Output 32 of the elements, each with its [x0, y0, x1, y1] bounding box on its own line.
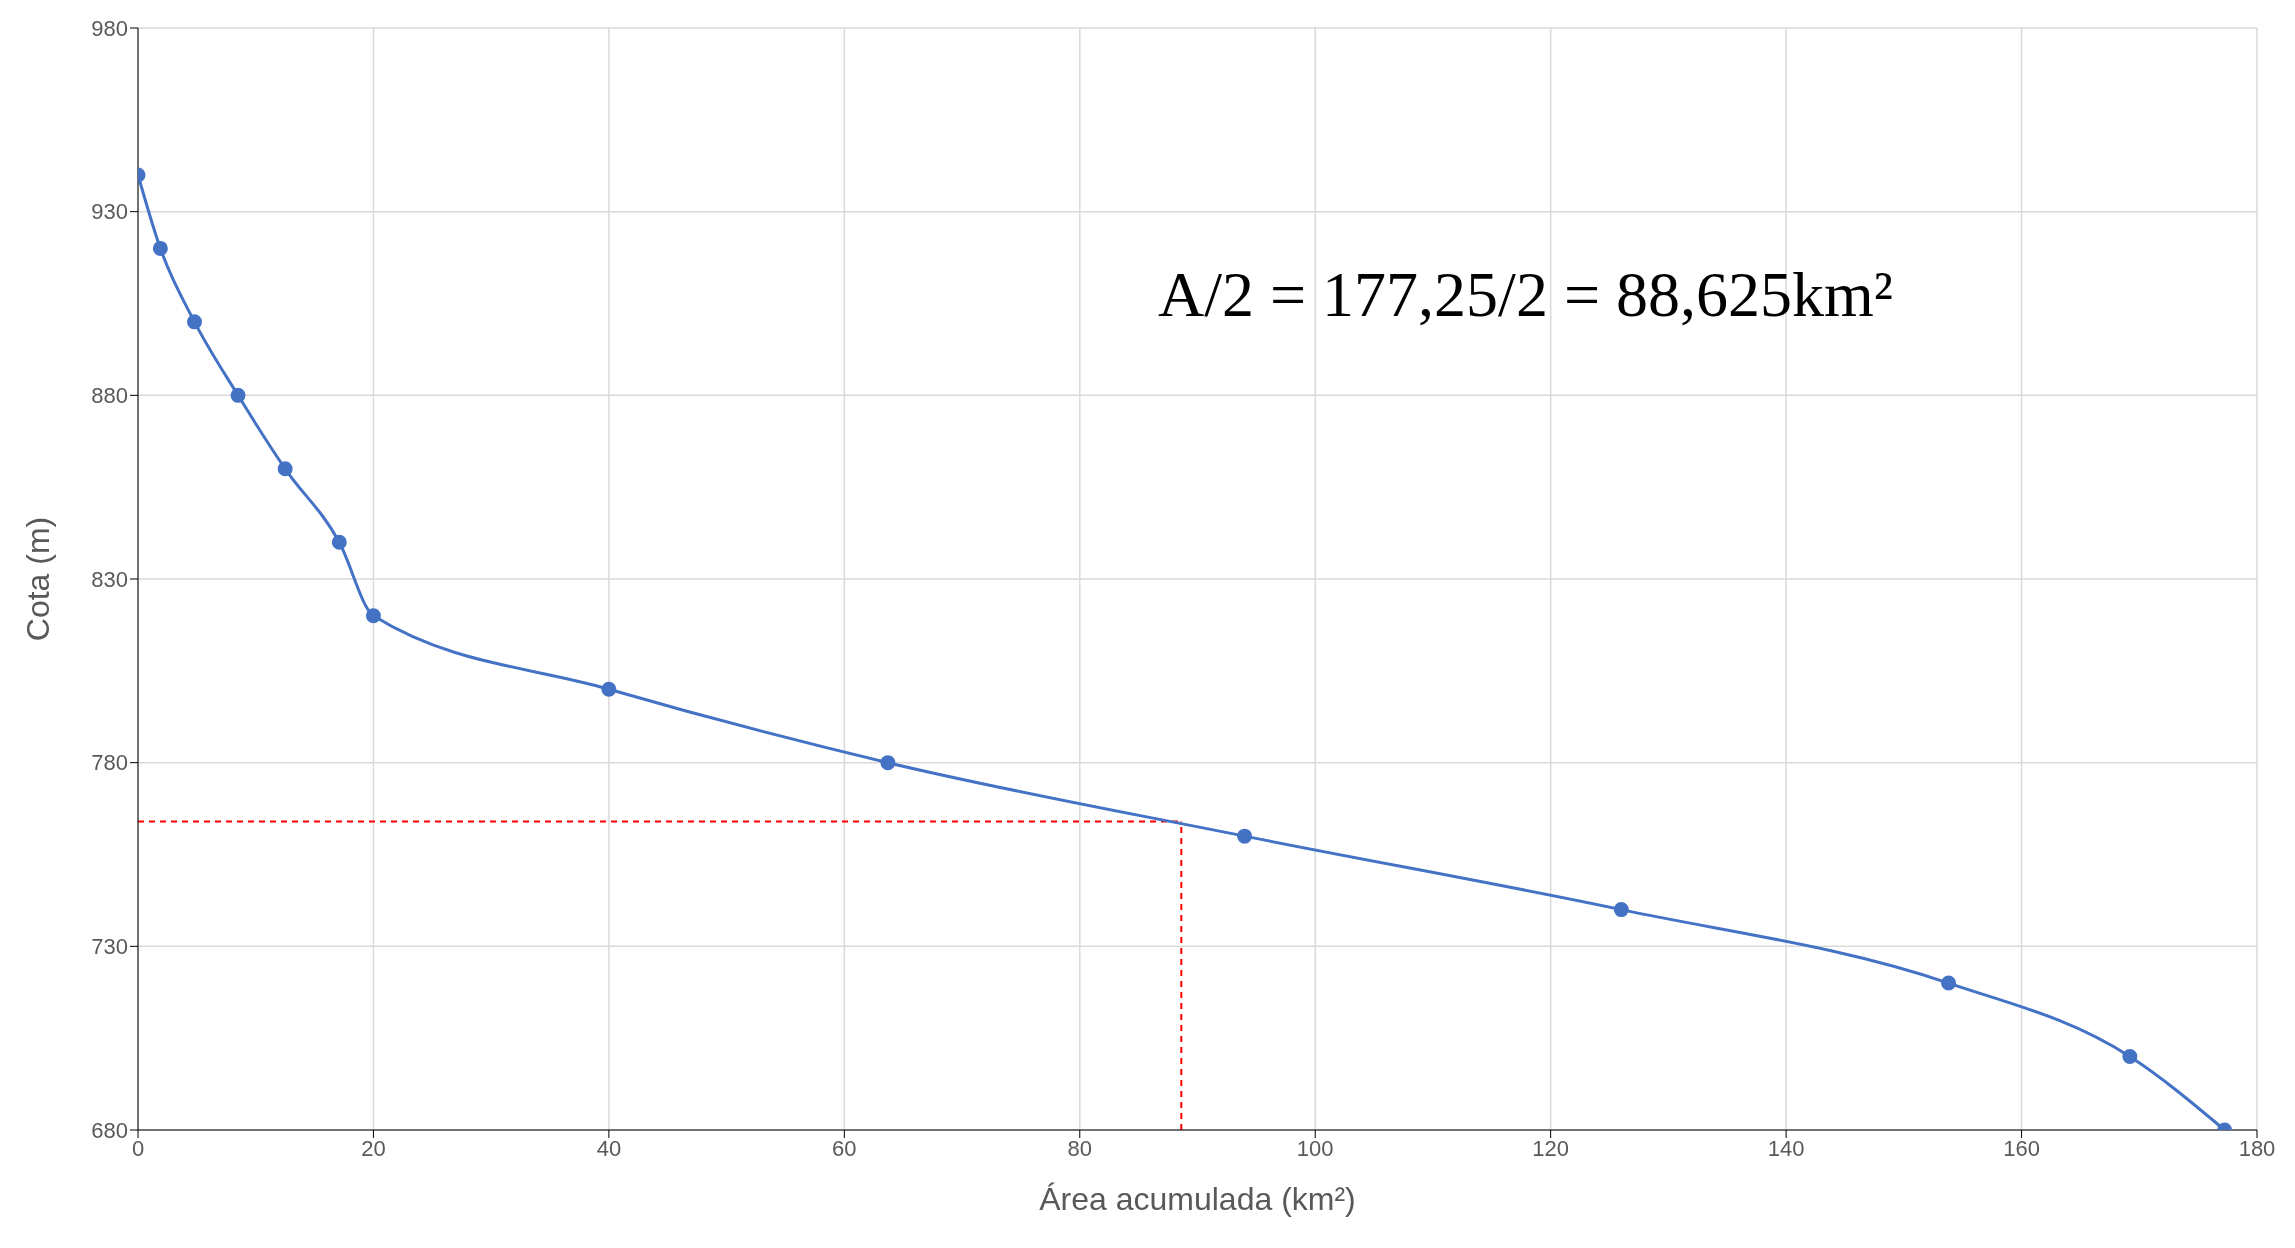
- point: [187, 314, 203, 330]
- y-axis-title: Cota (m): [20, 516, 57, 642]
- point: [152, 240, 168, 256]
- x-tick-label: 60: [832, 1135, 857, 1161]
- y-tick-label: 980: [91, 15, 128, 41]
- x-tick-label: 160: [2003, 1135, 2040, 1161]
- x-axis-title: Área acumulada (km²): [1039, 1181, 1356, 1217]
- x-tick-label: 40: [596, 1135, 622, 1161]
- point: [365, 608, 381, 624]
- point: [1237, 828, 1253, 844]
- x-tick-label: 0: [131, 1135, 145, 1161]
- y-tick-label: 730: [91, 934, 128, 960]
- y-tick-label: 680: [91, 1117, 128, 1143]
- point: [601, 681, 617, 697]
- point: [880, 755, 896, 771]
- x-tick-label: 180: [2238, 1135, 2276, 1161]
- x-tick-label: 80: [1067, 1135, 1093, 1161]
- x-tick-label: 20: [361, 1135, 386, 1161]
- annotation: A/2 = 177,25/2 = 88,625km²: [1158, 258, 1893, 332]
- point: [1613, 902, 1629, 918]
- y-tick-label: 780: [91, 750, 128, 776]
- point: [277, 461, 293, 477]
- x-tick-label: 120: [1532, 1135, 1570, 1161]
- point: [331, 534, 347, 550]
- y-tick-label: 880: [91, 383, 128, 409]
- x-tick-label: 140: [1767, 1135, 1805, 1161]
- point: [230, 387, 246, 403]
- y-tick-label: 830: [91, 566, 128, 592]
- point: [2122, 1049, 2138, 1065]
- x-tick-label: 100: [1296, 1135, 1334, 1161]
- point: [1941, 975, 1957, 991]
- y-tick-label: 930: [91, 199, 128, 225]
